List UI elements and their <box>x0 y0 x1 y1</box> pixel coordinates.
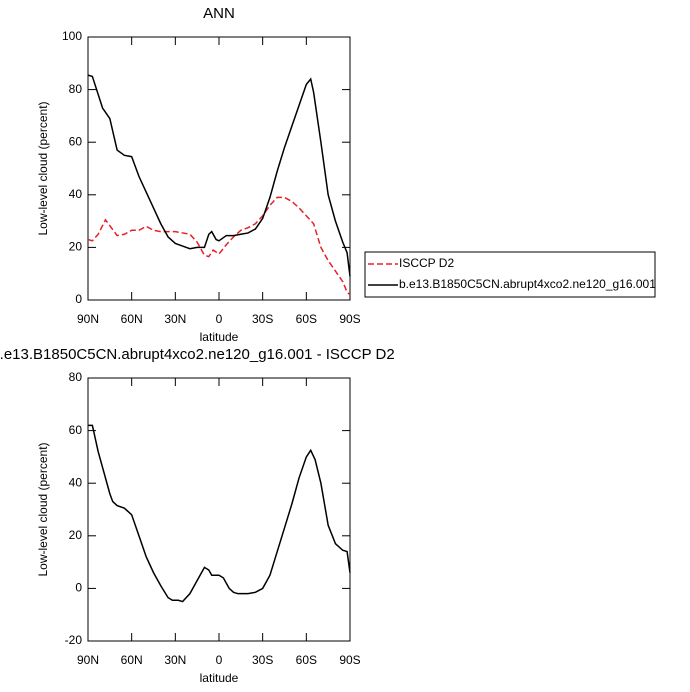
x-tick-label: 90S <box>339 312 360 326</box>
y-tick-label: 60 <box>69 423 83 437</box>
data-line <box>88 424 351 603</box>
chart-title: ANN <box>203 5 235 22</box>
plot-frame <box>87 36 351 301</box>
legend-label: ISCCP D2 <box>399 256 454 270</box>
x-axis-label: latitude <box>200 671 239 685</box>
x-tick-label: 0 <box>216 653 223 667</box>
data-line <box>87 196 351 296</box>
x-tick-label: 60S <box>296 653 317 667</box>
y-tick-label: 40 <box>69 475 83 489</box>
y-tick-label: 20 <box>69 528 83 542</box>
y-tick-label: 20 <box>69 240 83 254</box>
chart-title: b.e13.B1850C5CN.abrupt4xco2.ne120_g16.00… <box>0 346 395 363</box>
x-tick-label: 60S <box>296 312 317 326</box>
x-tick-label: 30S <box>252 653 273 667</box>
y-axis-label: Low-level cloud (percent) <box>36 101 50 235</box>
y-tick-label: 40 <box>69 187 83 201</box>
x-tick-label: 60N <box>121 653 143 667</box>
y-tick-label: 60 <box>69 134 83 148</box>
x-tick-label: 30N <box>164 653 186 667</box>
x-tick-label: 30S <box>252 312 273 326</box>
legend-label: b.e13.B1850C5CN.abrupt4xco2.ne120_g16.00… <box>399 277 656 291</box>
x-tick-label: 30N <box>164 312 186 326</box>
y-tick-label: 0 <box>75 292 82 306</box>
x-tick-label: 0 <box>216 312 223 326</box>
y-tick-label: 80 <box>69 82 83 96</box>
x-axis-label: latitude <box>200 330 239 344</box>
x-tick-label: 60N <box>121 312 143 326</box>
data-line <box>87 74 351 277</box>
y-tick-label: 0 <box>75 581 82 595</box>
x-tick-label: 90N <box>77 312 99 326</box>
y-axis-label: Low-level cloud (percent) <box>36 442 50 576</box>
y-tick-label: 80 <box>69 370 83 384</box>
x-tick-label: 90S <box>339 653 360 667</box>
y-tick-label: -20 <box>65 633 83 647</box>
legend-box <box>364 251 656 298</box>
x-tick-label: 90N <box>77 653 99 667</box>
plot-frame <box>87 377 351 642</box>
y-tick-label: 100 <box>62 29 82 43</box>
